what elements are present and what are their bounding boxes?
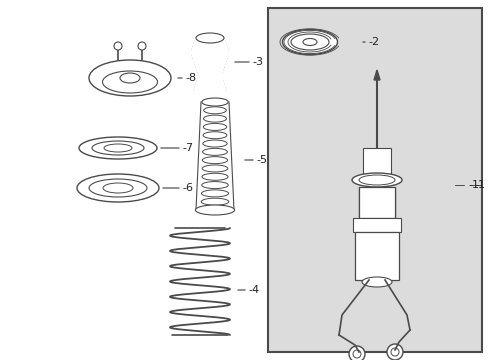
Ellipse shape (89, 60, 171, 96)
Ellipse shape (201, 190, 228, 197)
Polygon shape (192, 50, 228, 55)
Text: -4: -4 (248, 285, 259, 295)
Polygon shape (194, 38, 226, 44)
Ellipse shape (202, 157, 228, 164)
Text: -8: -8 (185, 73, 196, 83)
Bar (355, 232, 399, 280)
Ellipse shape (196, 205, 235, 215)
Ellipse shape (77, 174, 159, 202)
Text: -3: -3 (252, 57, 263, 67)
Ellipse shape (202, 173, 228, 180)
Text: -2: -2 (368, 37, 379, 47)
Circle shape (391, 348, 399, 356)
Polygon shape (192, 55, 228, 61)
Ellipse shape (283, 30, 338, 54)
Ellipse shape (202, 98, 228, 106)
Bar (268, 8, 482, 352)
Ellipse shape (203, 148, 227, 156)
Ellipse shape (104, 144, 132, 152)
Ellipse shape (89, 179, 147, 197)
Ellipse shape (352, 173, 402, 187)
Ellipse shape (201, 198, 229, 205)
Text: -5: -5 (256, 155, 267, 165)
Ellipse shape (103, 183, 133, 193)
Ellipse shape (203, 132, 227, 139)
Ellipse shape (362, 277, 392, 287)
Ellipse shape (359, 175, 395, 185)
Text: -6: -6 (182, 183, 193, 193)
Ellipse shape (203, 115, 226, 122)
Circle shape (138, 42, 146, 50)
Polygon shape (198, 73, 222, 78)
Ellipse shape (120, 73, 140, 83)
Bar (353, 218, 401, 232)
Ellipse shape (92, 141, 144, 155)
Text: -1: -1 (468, 180, 479, 190)
Ellipse shape (202, 181, 228, 189)
Text: -1: -1 (474, 180, 485, 190)
Ellipse shape (196, 33, 224, 43)
Polygon shape (196, 78, 224, 84)
Polygon shape (374, 70, 380, 80)
Bar (363, 148, 391, 178)
Ellipse shape (203, 140, 227, 147)
Circle shape (387, 344, 403, 360)
Ellipse shape (203, 123, 227, 130)
Circle shape (349, 346, 365, 360)
Polygon shape (194, 61, 226, 67)
Ellipse shape (303, 39, 317, 45)
Ellipse shape (204, 107, 226, 114)
Ellipse shape (291, 34, 329, 50)
Bar (359, 187, 395, 218)
Polygon shape (194, 84, 226, 90)
Circle shape (353, 350, 361, 358)
Polygon shape (192, 44, 228, 50)
Text: -7: -7 (182, 143, 193, 153)
Circle shape (114, 42, 122, 50)
Ellipse shape (102, 71, 157, 93)
Polygon shape (196, 67, 224, 73)
Ellipse shape (79, 137, 157, 159)
Ellipse shape (202, 165, 228, 172)
